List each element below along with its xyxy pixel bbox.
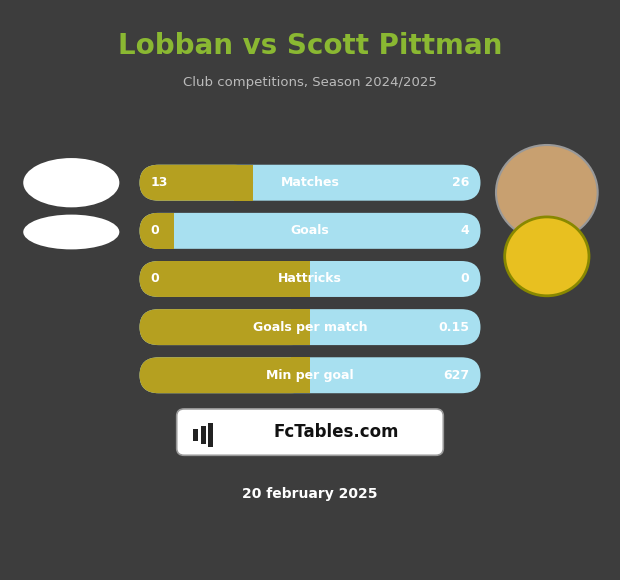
Ellipse shape — [24, 215, 120, 249]
FancyBboxPatch shape — [140, 357, 310, 393]
Text: 13: 13 — [151, 176, 168, 189]
FancyBboxPatch shape — [140, 213, 480, 249]
FancyBboxPatch shape — [140, 165, 253, 201]
FancyBboxPatch shape — [140, 309, 310, 345]
FancyBboxPatch shape — [177, 409, 443, 455]
Text: Hattricks: Hattricks — [278, 273, 342, 285]
Circle shape — [505, 217, 589, 296]
Text: Lobban vs Scott Pittman: Lobban vs Scott Pittman — [118, 32, 502, 60]
Bar — [291, 261, 310, 297]
FancyBboxPatch shape — [140, 309, 480, 345]
Text: 0: 0 — [151, 224, 159, 237]
Text: 0: 0 — [461, 273, 469, 285]
Text: 0: 0 — [151, 273, 159, 285]
Text: Goals per match: Goals per match — [253, 321, 367, 333]
FancyBboxPatch shape — [140, 165, 480, 201]
Bar — [234, 165, 253, 201]
Circle shape — [496, 145, 598, 240]
Text: Min per goal: Min per goal — [266, 369, 354, 382]
Bar — [201, 426, 206, 444]
Bar — [291, 309, 310, 345]
FancyBboxPatch shape — [140, 213, 174, 249]
Bar — [208, 423, 213, 447]
Text: 20 february 2025: 20 february 2025 — [242, 487, 378, 501]
Text: Matches: Matches — [281, 176, 339, 189]
Text: Goals: Goals — [291, 224, 329, 237]
Text: FcTables.com: FcTables.com — [274, 423, 399, 441]
FancyBboxPatch shape — [140, 357, 480, 393]
Text: 4: 4 — [461, 224, 469, 237]
Text: 627: 627 — [443, 369, 469, 382]
Text: 0.15: 0.15 — [438, 321, 469, 333]
Bar — [193, 429, 198, 441]
Ellipse shape — [24, 158, 120, 207]
Bar — [291, 357, 310, 393]
FancyBboxPatch shape — [140, 261, 310, 297]
FancyBboxPatch shape — [140, 261, 480, 297]
Text: Club competitions, Season 2024/2025: Club competitions, Season 2024/2025 — [183, 76, 437, 89]
Bar — [154, 213, 174, 249]
Text: 26: 26 — [452, 176, 469, 189]
